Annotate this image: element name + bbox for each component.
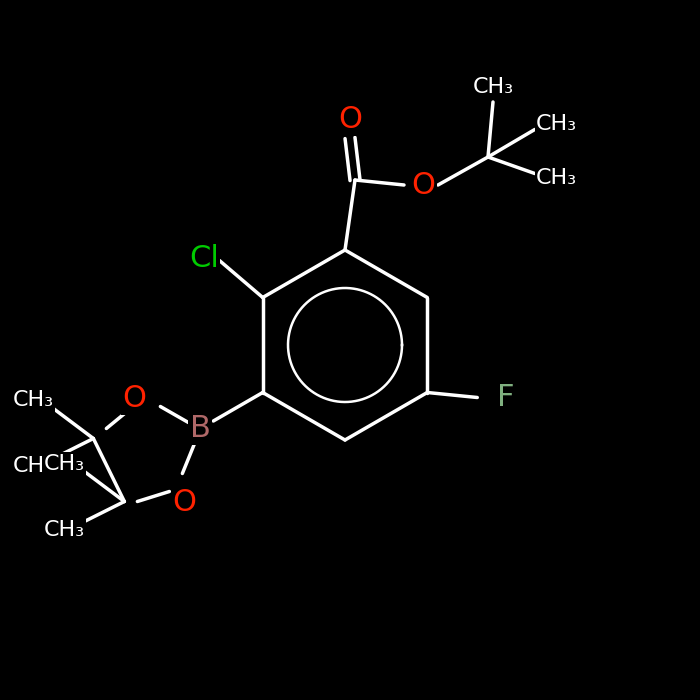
Text: CH₃: CH₃ bbox=[44, 454, 85, 473]
Text: CH₃: CH₃ bbox=[44, 519, 85, 540]
Text: F: F bbox=[496, 383, 514, 412]
Text: CH₃: CH₃ bbox=[536, 115, 578, 134]
Text: O: O bbox=[411, 171, 435, 199]
Text: B: B bbox=[190, 414, 211, 443]
Text: CH₃: CH₃ bbox=[536, 169, 578, 188]
Text: CH₃: CH₃ bbox=[13, 391, 54, 410]
Text: O: O bbox=[122, 384, 146, 413]
Text: O: O bbox=[172, 488, 197, 517]
Text: O: O bbox=[338, 106, 362, 134]
Text: CH₃: CH₃ bbox=[473, 77, 514, 97]
Text: CH₃: CH₃ bbox=[13, 456, 54, 477]
Text: Cl: Cl bbox=[189, 244, 219, 273]
